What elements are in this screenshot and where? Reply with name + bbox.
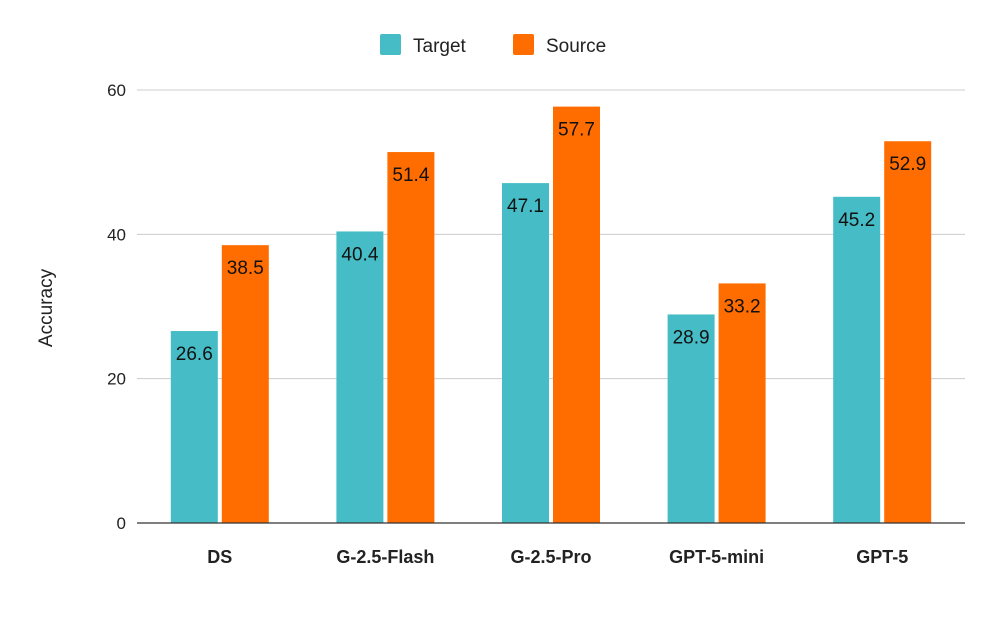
- x-tick-label: G-2.5-Flash: [336, 547, 434, 567]
- y-tick-label: 60: [107, 81, 126, 100]
- data-label: 33.2: [724, 296, 761, 317]
- bar-source-gpt-5: [884, 141, 932, 523]
- gridlines: [137, 89, 965, 380]
- bar-target-g-2-5-flash: [336, 231, 384, 524]
- data-labels: 26.6 38.5 40.4 51.4 47.1 57.7 28.9 33.2 45.2 52.9: [176, 120, 926, 365]
- data-label: 40.4: [341, 244, 378, 265]
- bar-target-gpt-5: [833, 196, 881, 523]
- y-tick-label: 0: [117, 514, 126, 533]
- x-tick-label: GPT-5-mini: [669, 547, 764, 567]
- bar-source-ds: [221, 245, 269, 524]
- bar-source-g-2-5-flash: [387, 152, 435, 523]
- data-label: 28.9: [673, 327, 710, 348]
- legend: Target Source: [380, 34, 606, 57]
- x-tick-label: DS: [207, 547, 232, 567]
- legend-swatch-source: [513, 34, 534, 55]
- bar-source-g-2-5-pro: [553, 106, 600, 524]
- legend-label-target: Target: [413, 36, 467, 57]
- data-label: 51.4: [392, 165, 429, 186]
- data-label: 47.1: [507, 196, 544, 217]
- bars: [170, 106, 932, 524]
- y-axis-ticks: 0 20 40 60: [107, 81, 126, 533]
- data-label: 26.6: [176, 344, 213, 365]
- bar-target-ds: [170, 331, 218, 523]
- y-axis-label: Accuracy: [36, 268, 57, 347]
- bar-source-gpt-5-mini: [718, 283, 766, 523]
- bar-target-gpt-5-mini: [667, 314, 715, 523]
- y-tick-label: 40: [107, 225, 126, 244]
- x-tick-label: G-2.5-Pro: [510, 547, 591, 567]
- data-label: 45.2: [838, 210, 875, 231]
- bar-target-g-2-5-pro: [502, 183, 549, 523]
- legend-label-source: Source: [546, 36, 606, 57]
- y-tick-label: 20: [107, 370, 126, 389]
- data-label: 52.9: [889, 154, 926, 175]
- x-tick-label: GPT-5: [856, 547, 908, 567]
- data-label: 38.5: [227, 258, 264, 279]
- x-axis-ticks: DS G-2.5-Flash G-2.5-Pro GPT-5-mini GPT-5: [207, 547, 908, 567]
- data-label: 57.7: [558, 120, 595, 141]
- legend-swatch-target: [380, 34, 401, 55]
